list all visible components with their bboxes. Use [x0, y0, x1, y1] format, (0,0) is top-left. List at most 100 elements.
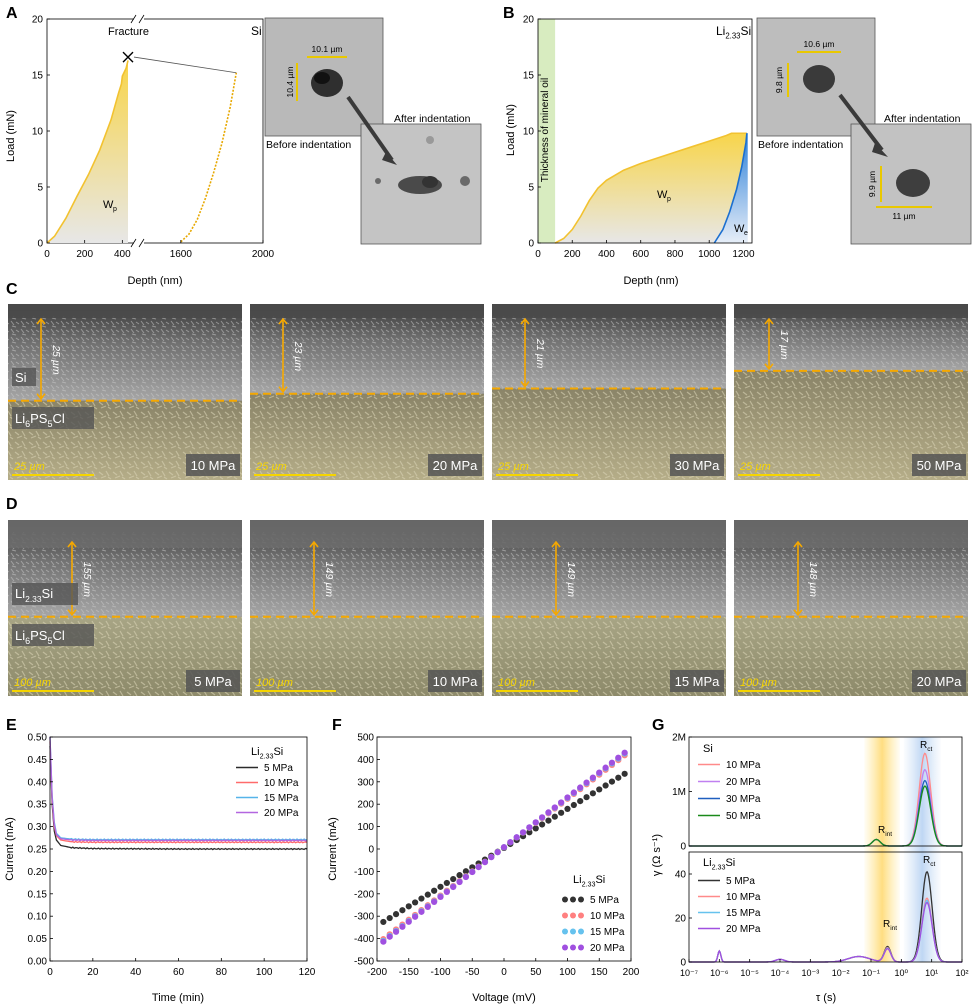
svg-text:9.8 µm: 9.8 µm	[774, 67, 784, 93]
data-point-5-mpa	[596, 786, 603, 793]
data-point-5-mpa	[399, 907, 406, 914]
panel-f-xtick-label: -100	[430, 967, 450, 978]
sem-image-3: 148 µm 20 MPa 100 µm	[734, 520, 968, 696]
top-rint-annotation: Rint	[878, 825, 892, 838]
panel-g-bottom-legend-title: Li2.33Si	[703, 857, 735, 871]
panel-e-xtick-label: 20	[87, 967, 99, 978]
panel-e-ytick-label: 0.40	[28, 777, 48, 788]
panel-e-ytick-label: 0.35	[28, 800, 48, 811]
data-point-20-mpa	[539, 814, 546, 821]
data-point-20-mpa	[386, 933, 393, 940]
data-point-20-mpa	[577, 784, 584, 791]
sem-image-1: 149 µm 10 MPa 100 µm	[250, 520, 484, 696]
scale-bar-label: 100 µm	[498, 677, 535, 689]
data-point-20-mpa	[481, 859, 489, 866]
panel-b-we-label: W e	[734, 223, 748, 237]
panel-f-xtick-label: 100	[559, 967, 576, 978]
panel-f-xtick-label: -50	[465, 967, 480, 978]
panel-a-xlabel: Depth (nm)	[127, 275, 182, 287]
panel-a-xtick-label: 400	[114, 249, 131, 260]
layer-thickness-label: 149 µm	[565, 562, 577, 597]
panel-letter-d: D	[6, 496, 18, 513]
panel-a-material: Si	[251, 24, 262, 38]
panel-f-xlabel: Voltage (mV)	[472, 992, 536, 1004]
data-point-5-mpa	[405, 903, 412, 910]
data-point-20-mpa	[475, 864, 482, 871]
data-point-20-mpa	[602, 764, 609, 771]
axis-break-bottom	[130, 238, 145, 248]
legend-label: 30 MPa	[726, 794, 761, 805]
data-point-5-mpa	[437, 883, 444, 890]
panel-g-top-ytick-label: 2M	[672, 733, 686, 744]
svg-text:After indentation: After indentation	[394, 113, 471, 125]
scale-bar-label: 100 µm	[14, 677, 51, 689]
svg-text:Before indentation: Before indentation	[758, 139, 843, 151]
top-layer-label-bg	[12, 368, 36, 386]
pressure-label: 50 MPa	[917, 458, 963, 473]
panel-a-ytick-label: 5	[37, 183, 43, 194]
panel-g-top-ytick-label: 0	[680, 842, 686, 853]
axis-break-bottom-mask	[134, 239, 144, 247]
sem-top-texture	[734, 316, 968, 371]
bottom-rct-annotation: Rct	[923, 855, 935, 868]
panel-letter-a: A	[6, 5, 18, 22]
panel-a-wp-label: W p	[103, 199, 117, 213]
legend-label: 20 MPa	[726, 777, 761, 788]
panel-f-legend-title: Li2.33Si	[573, 874, 605, 888]
rct-band	[903, 737, 941, 962]
pressure-badge	[186, 454, 240, 476]
data-point-5-mpa	[558, 809, 565, 816]
layer-thickness-label: 23 µm	[292, 341, 304, 372]
panel-a-xtick-label: 1600	[170, 249, 193, 260]
data-point-5-mpa	[608, 778, 616, 785]
panel-b-wp-area	[555, 133, 747, 243]
panel-e-xtick-label: 40	[130, 967, 142, 978]
svg-text:Before indentation: Before indentation	[266, 139, 351, 151]
fracture-marker-icon	[122, 51, 134, 63]
svg-text:10.1 µm: 10.1 µm	[312, 44, 343, 54]
panel-a-xtick-label: 200	[76, 249, 93, 260]
svg-text:W: W	[657, 189, 668, 201]
thickness-arrow-up-icon	[67, 540, 77, 548]
data-point-5-mpa	[621, 770, 628, 777]
data-point-5-mpa	[443, 879, 450, 887]
pressure-badge	[912, 454, 966, 476]
panel-f-ytick-label: -100	[354, 867, 374, 878]
pressure-label: 10 MPa	[433, 674, 479, 689]
legend-label: 20 MPa	[590, 943, 625, 954]
layer-thickness-label: 148 µm	[807, 562, 819, 597]
bottom-layer-label: Li6PS5Cl	[15, 411, 65, 429]
legend-label: 10 MPa	[590, 911, 625, 922]
thickness-arrow-up-icon	[551, 540, 561, 548]
panel-b-we-area	[714, 133, 748, 243]
sem-void	[8, 520, 242, 548]
data-point-20-mpa	[583, 779, 590, 786]
panel-g-bottom-frame	[688, 851, 963, 963]
panel-e-xtick-label: 60	[173, 967, 185, 978]
data-point-20-mpa	[596, 769, 603, 776]
data-point-20-mpa	[608, 759, 616, 766]
sem-top-texture	[8, 316, 242, 401]
thickness-arrow-down-icon	[278, 386, 288, 394]
data-point-5-mpa	[564, 805, 571, 813]
thickness-arrow-up-icon	[764, 317, 774, 325]
data-point-5-mpa	[615, 774, 622, 781]
panel-b-loading-curve	[554, 132, 747, 244]
panel-b-xtick-label: 600	[632, 249, 649, 260]
data-point-20-mpa	[507, 839, 514, 846]
sem-image-2: 21 µm 30 MPa 25 µm	[492, 304, 726, 480]
panel-letter-b: B	[503, 5, 515, 22]
sem-image-0: 155 µm 5 MPa 100 µm	[8, 520, 242, 696]
thickness-arrow-down-icon	[36, 393, 46, 401]
panel-e: E 0.000.050.100.150.200.250.300.350.400.…	[4, 717, 316, 1004]
pressure-badge	[670, 454, 724, 476]
thickness-arrow-down-icon	[793, 609, 803, 617]
panel-letter-g: G	[652, 717, 664, 734]
scale-bar-label: 100 µm	[740, 677, 777, 689]
panel-e-xtick-label: 0	[47, 967, 53, 978]
panel-a-xtick-label: 2000	[252, 249, 275, 260]
pressure-badge	[912, 670, 966, 692]
thickness-arrow-down-icon	[520, 380, 530, 388]
data-point-5-mpa	[418, 895, 425, 902]
